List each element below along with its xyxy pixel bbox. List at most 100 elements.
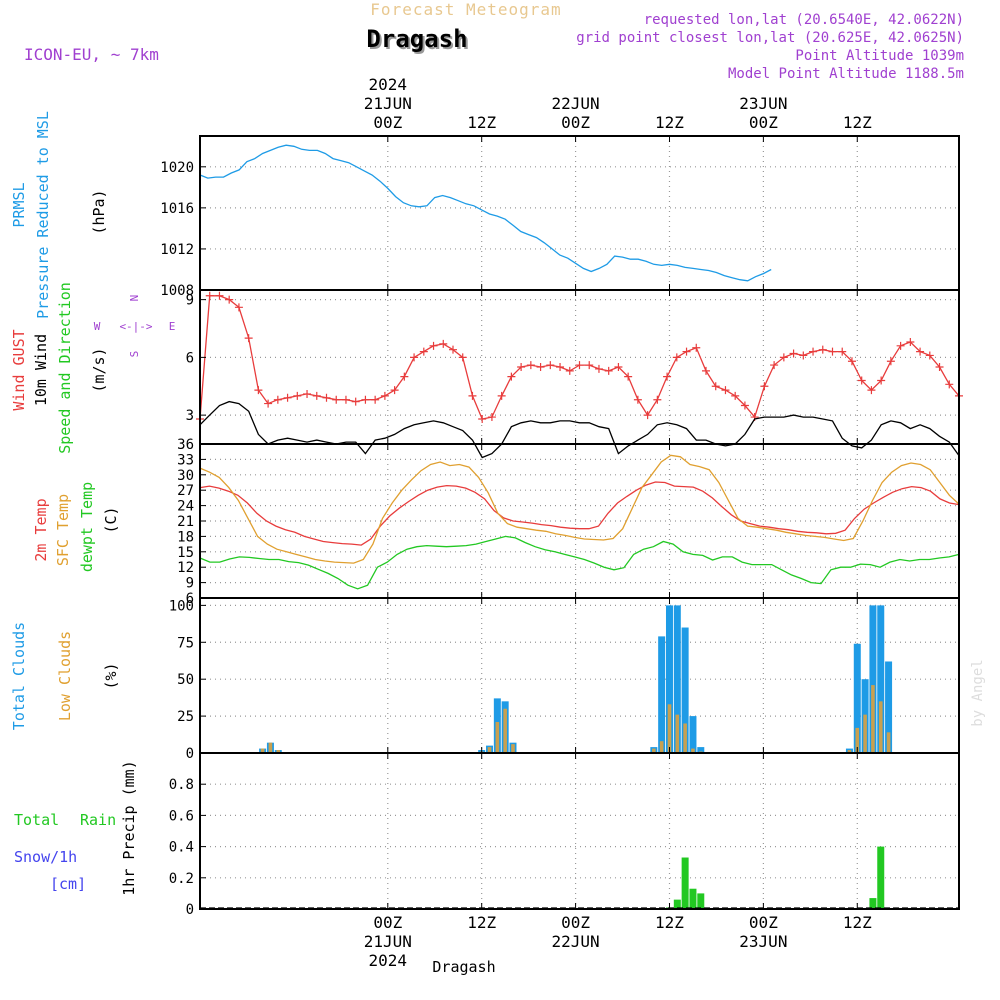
- temp-dew-label: dewpt Temp: [78, 482, 96, 572]
- gust-marker: [536, 363, 545, 371]
- temp-unit: (C): [102, 506, 120, 533]
- ytick-label-wind: 9: [186, 293, 194, 309]
- pressure-label-msl: Pressure Reduced to MSL: [34, 111, 52, 319]
- panel-frame-pressure: [199, 135, 960, 291]
- gust-marker: [663, 372, 672, 381]
- cloud-total-bar: [673, 605, 681, 753]
- time-label-bottom: 12Z: [467, 913, 496, 932]
- gust-marker: [234, 303, 243, 312]
- gust-marker: [594, 364, 603, 373]
- ytick-label-clouds: 100: [169, 598, 194, 614]
- frame-layer: [199, 135, 960, 910]
- station-title: Dragash: [366, 25, 467, 53]
- gust-marker: [702, 366, 710, 375]
- gust-marker: [886, 357, 895, 366]
- credit-label: by Angel: [970, 659, 986, 726]
- time-label-top: 00Z: [749, 113, 778, 132]
- gust-marker: [916, 347, 925, 356]
- gust-marker: [517, 363, 526, 371]
- time-label-bottom: 00Z: [749, 913, 778, 932]
- ytick-label-temperature: 33: [177, 452, 194, 468]
- cloud-low-bar: [675, 714, 680, 753]
- precip-bar: [689, 888, 697, 909]
- gust-marker: [303, 389, 312, 398]
- cloud-low-bar: [878, 701, 883, 753]
- gust-marker: [273, 395, 282, 404]
- gust-marker: [371, 395, 380, 404]
- gust-marker: [643, 411, 652, 420]
- gust-marker: [419, 347, 428, 356]
- model-label: ICON-EU, ~ 7km: [24, 45, 159, 64]
- gust-marker: [361, 395, 370, 404]
- gust-marker: [400, 372, 409, 381]
- gust-marker: [410, 353, 419, 362]
- gust-marker: [478, 414, 487, 423]
- ytick-label-temperature: 36: [177, 437, 194, 453]
- time-label-top: 12Z: [655, 113, 684, 132]
- gust-marker: [624, 372, 633, 381]
- gust-marker: [614, 363, 623, 371]
- ytick-label-wind: 3: [186, 408, 194, 424]
- gust-marker: [740, 401, 749, 410]
- cloud-total-bar: [853, 643, 861, 753]
- axis-layer: 1008101210161020369691215182124273033360…: [160, 75, 872, 970]
- ytick-label-clouds: 75: [177, 635, 194, 651]
- cloud-total-bar: [877, 605, 885, 753]
- cloud-low-bar: [886, 732, 891, 753]
- gust-marker: [487, 413, 496, 422]
- precip-snow-label: Snow/1h: [14, 848, 77, 866]
- gust-marker: [565, 366, 574, 375]
- precip-bar: [681, 857, 689, 909]
- gust-marker: [896, 341, 905, 350]
- compass-w: W: [94, 320, 101, 333]
- ytick-label-temperature: 24: [177, 499, 194, 515]
- cloud-total-bar: [689, 716, 697, 753]
- ytick-label-pressure: 1016: [160, 201, 194, 217]
- cloud-total-bar: [658, 636, 666, 753]
- info-line-2: grid point closest lon,lat (20.625E, 42.…: [576, 30, 964, 46]
- cloud-low-bar: [871, 685, 875, 753]
- cloud-total-bar: [697, 747, 705, 753]
- gust-marker: [526, 361, 535, 370]
- ytick-label-temperature: 27: [177, 483, 194, 499]
- cloud-low-bar: [855, 727, 860, 753]
- gust-marker: [672, 353, 681, 362]
- series-line-pressure-pressure: [199, 144, 772, 282]
- ytick-label-clouds: 0: [186, 746, 194, 762]
- ytick-label-temperature: 6: [186, 591, 194, 607]
- pressure-label-prmsl: PRMSL: [10, 182, 28, 227]
- time-label-bottom: 00Z: [561, 913, 590, 932]
- gust-marker: [546, 361, 555, 370]
- time-label-top: 12Z: [843, 113, 872, 132]
- gust-marker: [633, 395, 642, 404]
- gust-marker: [332, 395, 341, 404]
- cloud-low-bar: [652, 748, 656, 753]
- ytick-label-temperature: 15: [177, 545, 194, 561]
- ytick-label-precipitation: 0.4: [169, 840, 194, 856]
- time-label-bottom: 21JUN: [364, 932, 412, 951]
- cloud-low-bar: [691, 748, 695, 753]
- cloud-total-bar: [885, 661, 893, 753]
- cloud-low-label: Low Clouds: [56, 631, 74, 721]
- gust-marker: [468, 391, 477, 400]
- wind-dir-label: Speed and Direction: [56, 282, 74, 454]
- compass-e: E: [169, 320, 176, 333]
- ytick-label-precipitation: 0.2: [169, 871, 194, 887]
- time-label-top: 00Z: [561, 113, 590, 132]
- wind-gust-label: Wind GUST: [10, 329, 28, 410]
- time-label-top: 2024: [369, 75, 408, 94]
- grid-layer: [200, 136, 959, 910]
- cloud-low-bar: [487, 747, 492, 753]
- gust-marker: [682, 347, 691, 356]
- gust-marker: [857, 376, 866, 385]
- cloud-low-bar: [495, 722, 500, 753]
- precip-total-label: Total: [14, 811, 59, 829]
- ytick-label-temperature: 12: [177, 560, 194, 576]
- time-label-top: 21JUN: [364, 94, 412, 113]
- gust-marker: [935, 363, 944, 371]
- gust-marker: [731, 391, 740, 400]
- series-line-temperature-temp: [199, 481, 960, 546]
- gust-marker: [449, 345, 457, 354]
- time-label-bottom: 22JUN: [552, 932, 600, 951]
